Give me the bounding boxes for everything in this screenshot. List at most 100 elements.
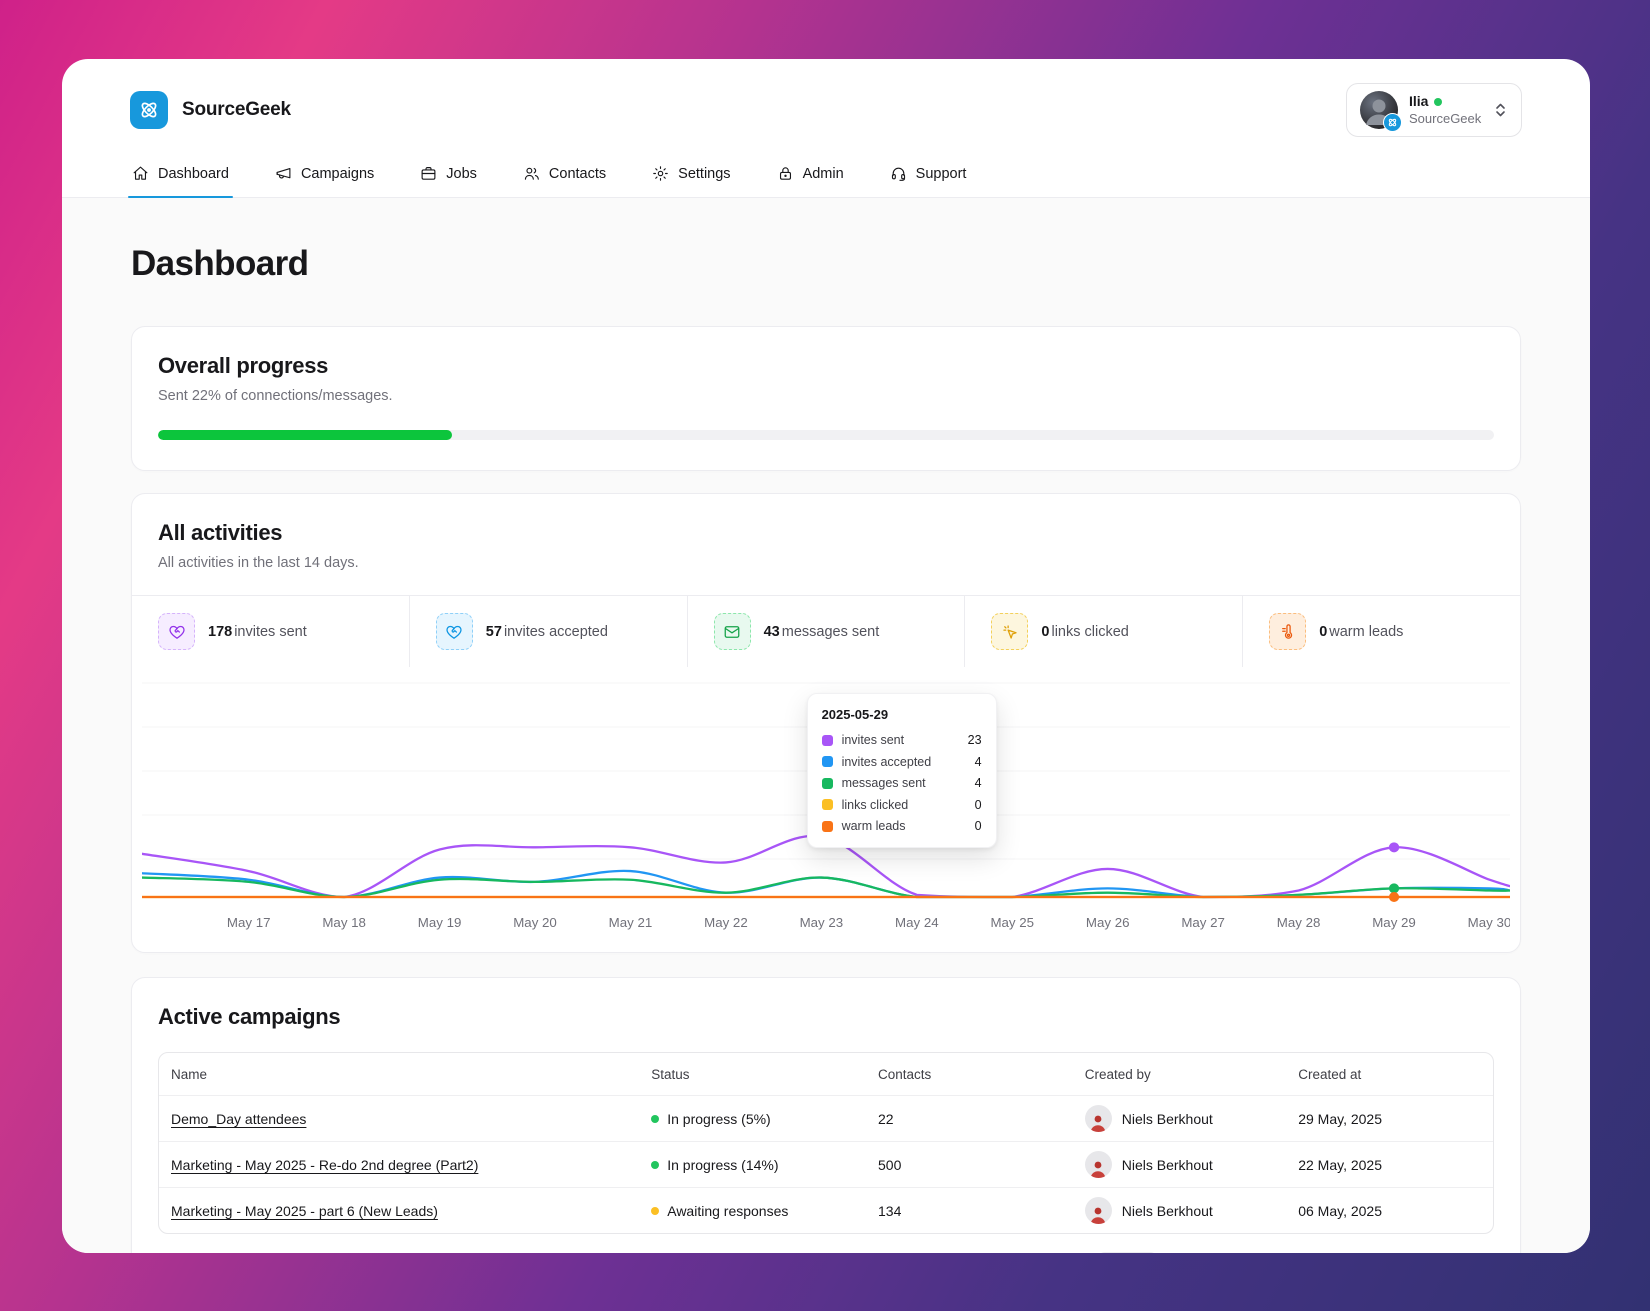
brand: SourceGeek [130, 91, 291, 129]
user-name: Ilia [1409, 93, 1429, 110]
created-date: 06 May, 2025 [1298, 1202, 1382, 1219]
tooltip-row: invites accepted 4 [821, 754, 982, 769]
series-swatch [821, 756, 833, 767]
activity-stats-row: 178 invites sent 57 invites accepted 43 mes… [132, 595, 1520, 667]
series-swatch [821, 734, 833, 746]
campaign-link[interactable]: Marketing - May 2025 - Re-do 2nd degree … [171, 1156, 479, 1173]
header: SourceGeek Ilia S [62, 59, 1590, 137]
status-text: In progress (14%) [667, 1156, 779, 1173]
app-window: SourceGeek Ilia S [62, 59, 1590, 1253]
tooltip-row: warm leads 0 [821, 819, 982, 833]
campaign-link[interactable]: Marketing - May 2025 - part 6 (New Leads… [171, 1202, 438, 1219]
x-axis-label: May 27 [1181, 915, 1225, 930]
x-axis-label: May 21 [609, 915, 653, 930]
stat-messages-sent: 43 messages sent [686, 596, 965, 667]
stat-label: invites accepted [503, 623, 608, 640]
x-axis-label: May 25 [990, 915, 1034, 930]
brand-name: SourceGeek [182, 99, 291, 120]
activities-chart-svg[interactable]: May 17 May 18 May 19 May 20 May 21 May 22 May … [140, 671, 1511, 939]
creator-avatar [1084, 1151, 1112, 1178]
contacts-count: 22 [878, 1110, 894, 1127]
main-nav: Dashboard Campaigns Jobs Contacts Settin… [62, 153, 1590, 198]
nav-label: Admin [802, 165, 844, 182]
creator-name: Niels Berkhout [1121, 1202, 1213, 1219]
briefcase-icon [421, 167, 436, 180]
nav-label: Dashboard [158, 165, 229, 182]
users-icon [524, 167, 539, 180]
stat-label: links clicked [1051, 623, 1129, 640]
nav-label: Contacts [548, 165, 607, 182]
x-axis-label: May 26 [1086, 915, 1130, 930]
activities-subtitle: All activities in the last 14 days. [158, 555, 359, 571]
x-axis-label: May 23 [800, 915, 844, 930]
tooltip-label: invites accepted [841, 754, 932, 769]
brand-badge-icon [1383, 113, 1402, 132]
nav-label: Settings [678, 165, 731, 182]
x-axis-label: May 19 [418, 915, 462, 930]
tooltip-row: links clicked 0 [821, 797, 982, 812]
tooltip-label: messages sent [841, 776, 926, 790]
column-header-created-at: Created at [1298, 1066, 1362, 1082]
tooltip-value: 4 [974, 776, 982, 790]
tooltip-value: 4 [974, 754, 982, 769]
overall-progress-card: Overall progress Sent 22% of connections… [131, 326, 1521, 471]
table-row: Marketing - May 2025 - Re-do 2nd degree … [159, 1141, 1493, 1187]
creator-name: Niels Berkhout [1121, 1110, 1213, 1127]
lock-icon [779, 167, 791, 180]
mail-check-icon [713, 613, 751, 650]
status-text: In progress (5%) [667, 1110, 771, 1127]
nav-item-contacts[interactable]: Contacts [521, 153, 608, 197]
x-axis-label: May 17 [227, 915, 271, 930]
campaign-link[interactable]: Demo_Day attendees [171, 1110, 307, 1127]
brand-logo-icon [130, 91, 168, 129]
contacts-count: 500 [878, 1156, 902, 1173]
column-header-name: Name [171, 1066, 208, 1082]
x-axis-label: May 28 [1277, 915, 1321, 930]
contacts-count: 134 [878, 1202, 902, 1219]
creator-avatar [1084, 1197, 1112, 1224]
creator-avatar [1084, 1105, 1112, 1132]
heart-handshake-icon [435, 613, 473, 650]
nav-label: Support [915, 165, 967, 182]
tooltip-label: warm leads [841, 819, 906, 833]
rows-per-page-select[interactable]: 50 [1096, 1252, 1158, 1253]
x-axis-label: May 29 [1372, 915, 1416, 930]
nav-item-campaigns[interactable]: Campaigns [273, 153, 376, 197]
headset-icon [891, 167, 905, 181]
activities-title: All activities [158, 520, 283, 545]
x-axis-label: May 20 [513, 915, 557, 930]
user-org: SourceGeek [1409, 110, 1482, 126]
campaigns-title: Active campaigns [158, 1004, 341, 1029]
online-status-dot [1434, 97, 1443, 106]
tooltip-value: 23 [967, 733, 982, 747]
stat-label: messages sent [781, 623, 880, 640]
status-dot [651, 1160, 660, 1169]
tooltip-row: invites sent 23 [821, 733, 982, 747]
stat-invites-sent: 178 invites sent [132, 596, 409, 667]
page-content: Dashboard Overall progress Sent 22% of c… [62, 198, 1590, 1253]
nav-item-admin[interactable]: Admin [775, 153, 846, 197]
heart-handshake-icon [158, 613, 195, 650]
nav-item-jobs[interactable]: Jobs [418, 153, 479, 197]
nav-item-support[interactable]: Support [888, 153, 969, 197]
x-axis-label: May 18 [322, 915, 366, 930]
page-title: Dashboard [131, 244, 309, 283]
user-menu[interactable]: Ilia SourceGeek [1346, 83, 1522, 137]
stat-invites-accepted: 57 invites accepted [408, 596, 687, 667]
home-icon [133, 166, 148, 180]
nav-item-settings[interactable]: Settings [650, 153, 732, 197]
series-swatch [821, 799, 833, 810]
status-dot [651, 1206, 660, 1215]
megaphone-icon [276, 167, 291, 179]
tooltip-label: links clicked [841, 797, 909, 812]
stat-label: invites sent [234, 623, 307, 640]
campaigns-table: Name Status Contacts Created by Created … [158, 1052, 1494, 1234]
nav-item-dashboard[interactable]: Dashboard [128, 153, 233, 198]
stat-warm-leads: 0 warm leads [1242, 596, 1520, 667]
nav-label: Campaigns [300, 165, 375, 182]
stat-value: 43 [763, 623, 780, 640]
creator-name: Niels Berkhout [1121, 1156, 1213, 1173]
tooltip-row: messages sent 4 [821, 776, 982, 790]
activities-chart: May 17 May 18 May 19 May 20 May 21 May 22 May … [132, 667, 1520, 952]
stat-value: 178 [208, 623, 233, 640]
